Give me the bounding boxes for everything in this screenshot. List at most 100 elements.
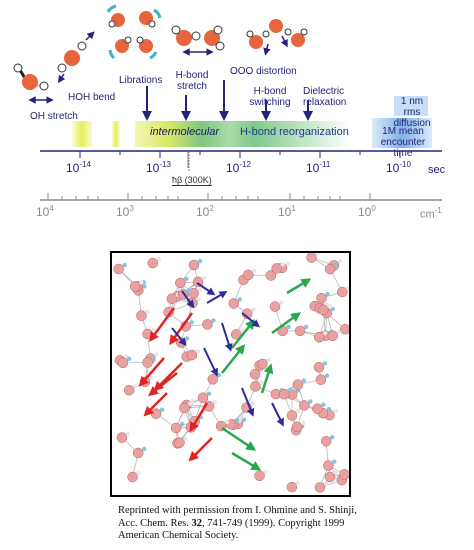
label-intermolecular: intermolecular	[150, 126, 220, 138]
wavenumber-tick-5: 100	[358, 204, 376, 219]
hydrogen-atom	[330, 434, 335, 440]
oxygen-atom	[116, 432, 128, 443]
oxygen-atom	[279, 388, 290, 400]
hoh-bend-molecule-icon	[57, 31, 95, 84]
displacement-arrow	[143, 392, 168, 417]
wavenumber-axis-ticks	[47, 193, 371, 200]
oxygen-atom	[186, 349, 198, 361]
caption-volume: 32	[191, 517, 203, 529]
oxygen-atom	[230, 329, 242, 340]
label-ooo-distortion: OOO distortion	[230, 66, 297, 77]
hydrogen-atom	[197, 258, 203, 264]
oxygen-atom	[286, 410, 298, 421]
hydrogen-atom	[136, 470, 141, 476]
hydrogen-atom	[159, 407, 165, 412]
librations-molecules-icon	[106, 4, 162, 60]
hydrogen-atom	[303, 324, 309, 330]
oxygen-atom	[324, 471, 336, 483]
hydrogen-atom	[337, 259, 343, 264]
caption-line2c: , 741-749 (1999). Copyright 1999	[202, 517, 345, 529]
label-mean-line1: 1M mean	[382, 126, 424, 137]
caption-line3: American Chemical Society.	[118, 530, 239, 541]
oxygen-atom	[228, 298, 240, 309]
displacement-arrow	[231, 319, 256, 349]
hydrogen-atom	[250, 401, 255, 406]
hydrogen-atom	[280, 262, 285, 267]
hydrogen-atom	[239, 328, 245, 333]
hydrogen-atom	[346, 285, 349, 291]
diffusion-band	[372, 118, 432, 148]
label-hbond-stretch: H-bond stretch	[172, 70, 212, 92]
hydrogen-atom	[321, 402, 326, 407]
intermolecular-band	[135, 121, 230, 147]
displacement-arrow	[148, 372, 178, 397]
hydrogen-atom	[151, 356, 156, 361]
displacement-arrow	[189, 402, 209, 433]
time-tick-1: 10-14	[66, 160, 91, 175]
label-rms-line1: 1 nm	[400, 96, 424, 107]
hoh-bend-band	[112, 121, 120, 147]
simulation-snapshot	[110, 251, 351, 497]
hydrogen-atom	[188, 401, 193, 407]
hydrogen-atom	[308, 399, 313, 404]
hydrogen-atom	[315, 253, 320, 256]
wavenumber-tick-3: 102	[196, 204, 214, 219]
oh-stretch-band	[72, 121, 92, 147]
oxygen-atom	[340, 323, 349, 335]
displacement-arrow	[221, 344, 246, 374]
hydrogen-atom	[179, 421, 185, 427]
oxygen-atom	[339, 469, 349, 480]
oxygen-atom	[323, 460, 334, 471]
hydrogen-atom	[142, 446, 147, 452]
hydrogen-atom	[333, 470, 339, 476]
hydrogen-atom	[145, 309, 150, 314]
label-rms-diffusion: 1 nm rms diffusion	[384, 96, 440, 129]
label-hbond-stretch-line1: H-bond	[175, 70, 209, 81]
hydrogen-atom	[336, 329, 341, 334]
oxygen-atom	[313, 331, 325, 343]
hydrogen-atom	[301, 378, 307, 383]
oxygen-atom	[117, 357, 129, 369]
hydrogen-atom	[323, 481, 329, 486]
hydrogen-atom	[234, 418, 240, 423]
molecular-network-image	[113, 253, 349, 493]
oxygen-atom	[291, 421, 303, 433]
figure-caption: Reprinted with permission from I. Ohmine…	[118, 505, 448, 543]
oxygen-atom	[188, 259, 200, 271]
label-hbond-switching-line2: switching	[249, 97, 291, 108]
hydrogen-atom	[241, 417, 247, 422]
hydrogen-atom	[148, 375, 154, 381]
hydrogen-atom	[195, 348, 201, 354]
hydrogen-atom	[211, 318, 216, 323]
hydrogen-atom	[132, 384, 138, 389]
label-rms-line2: rms diffusion	[393, 107, 431, 129]
wavenumber-tick-2: 103	[116, 204, 134, 219]
hydrogen-atom	[184, 336, 190, 341]
displacement-arrow	[271, 402, 284, 427]
oxygen-atom	[269, 301, 281, 312]
oxygen-atom	[265, 270, 277, 281]
hydrogen-atom	[348, 468, 349, 473]
hydrogen-atom	[278, 300, 284, 305]
oxygen-atom	[320, 435, 332, 447]
hydrogen-atom	[138, 280, 144, 285]
displacement-arrow	[221, 322, 233, 352]
hydrogen-atom	[325, 291, 330, 297]
hydrogen-atom	[154, 352, 159, 357]
oxygen-atom	[299, 400, 310, 411]
hydrogen-atom	[300, 420, 306, 426]
hydrogen-atom	[322, 330, 328, 336]
timescale-diagram	[13, 4, 442, 201]
time-axis-unit: sec	[428, 164, 446, 176]
oxygen-atom	[142, 357, 153, 368]
hydrogen-atom	[151, 327, 156, 333]
time-axis-ticks	[79, 151, 401, 158]
oh-stretch-molecule-icon	[13, 63, 54, 104]
oxygen-atom	[315, 374, 327, 385]
label-mean-line2: encounter time	[380, 137, 426, 159]
label-dielectric: Dielectric relaxation	[303, 86, 346, 108]
hydrogen-atom	[259, 380, 264, 385]
label-dielectric-line2: relaxation	[303, 97, 347, 108]
pointer-arrows	[142, 80, 313, 121]
displacement-arrow	[188, 437, 213, 462]
